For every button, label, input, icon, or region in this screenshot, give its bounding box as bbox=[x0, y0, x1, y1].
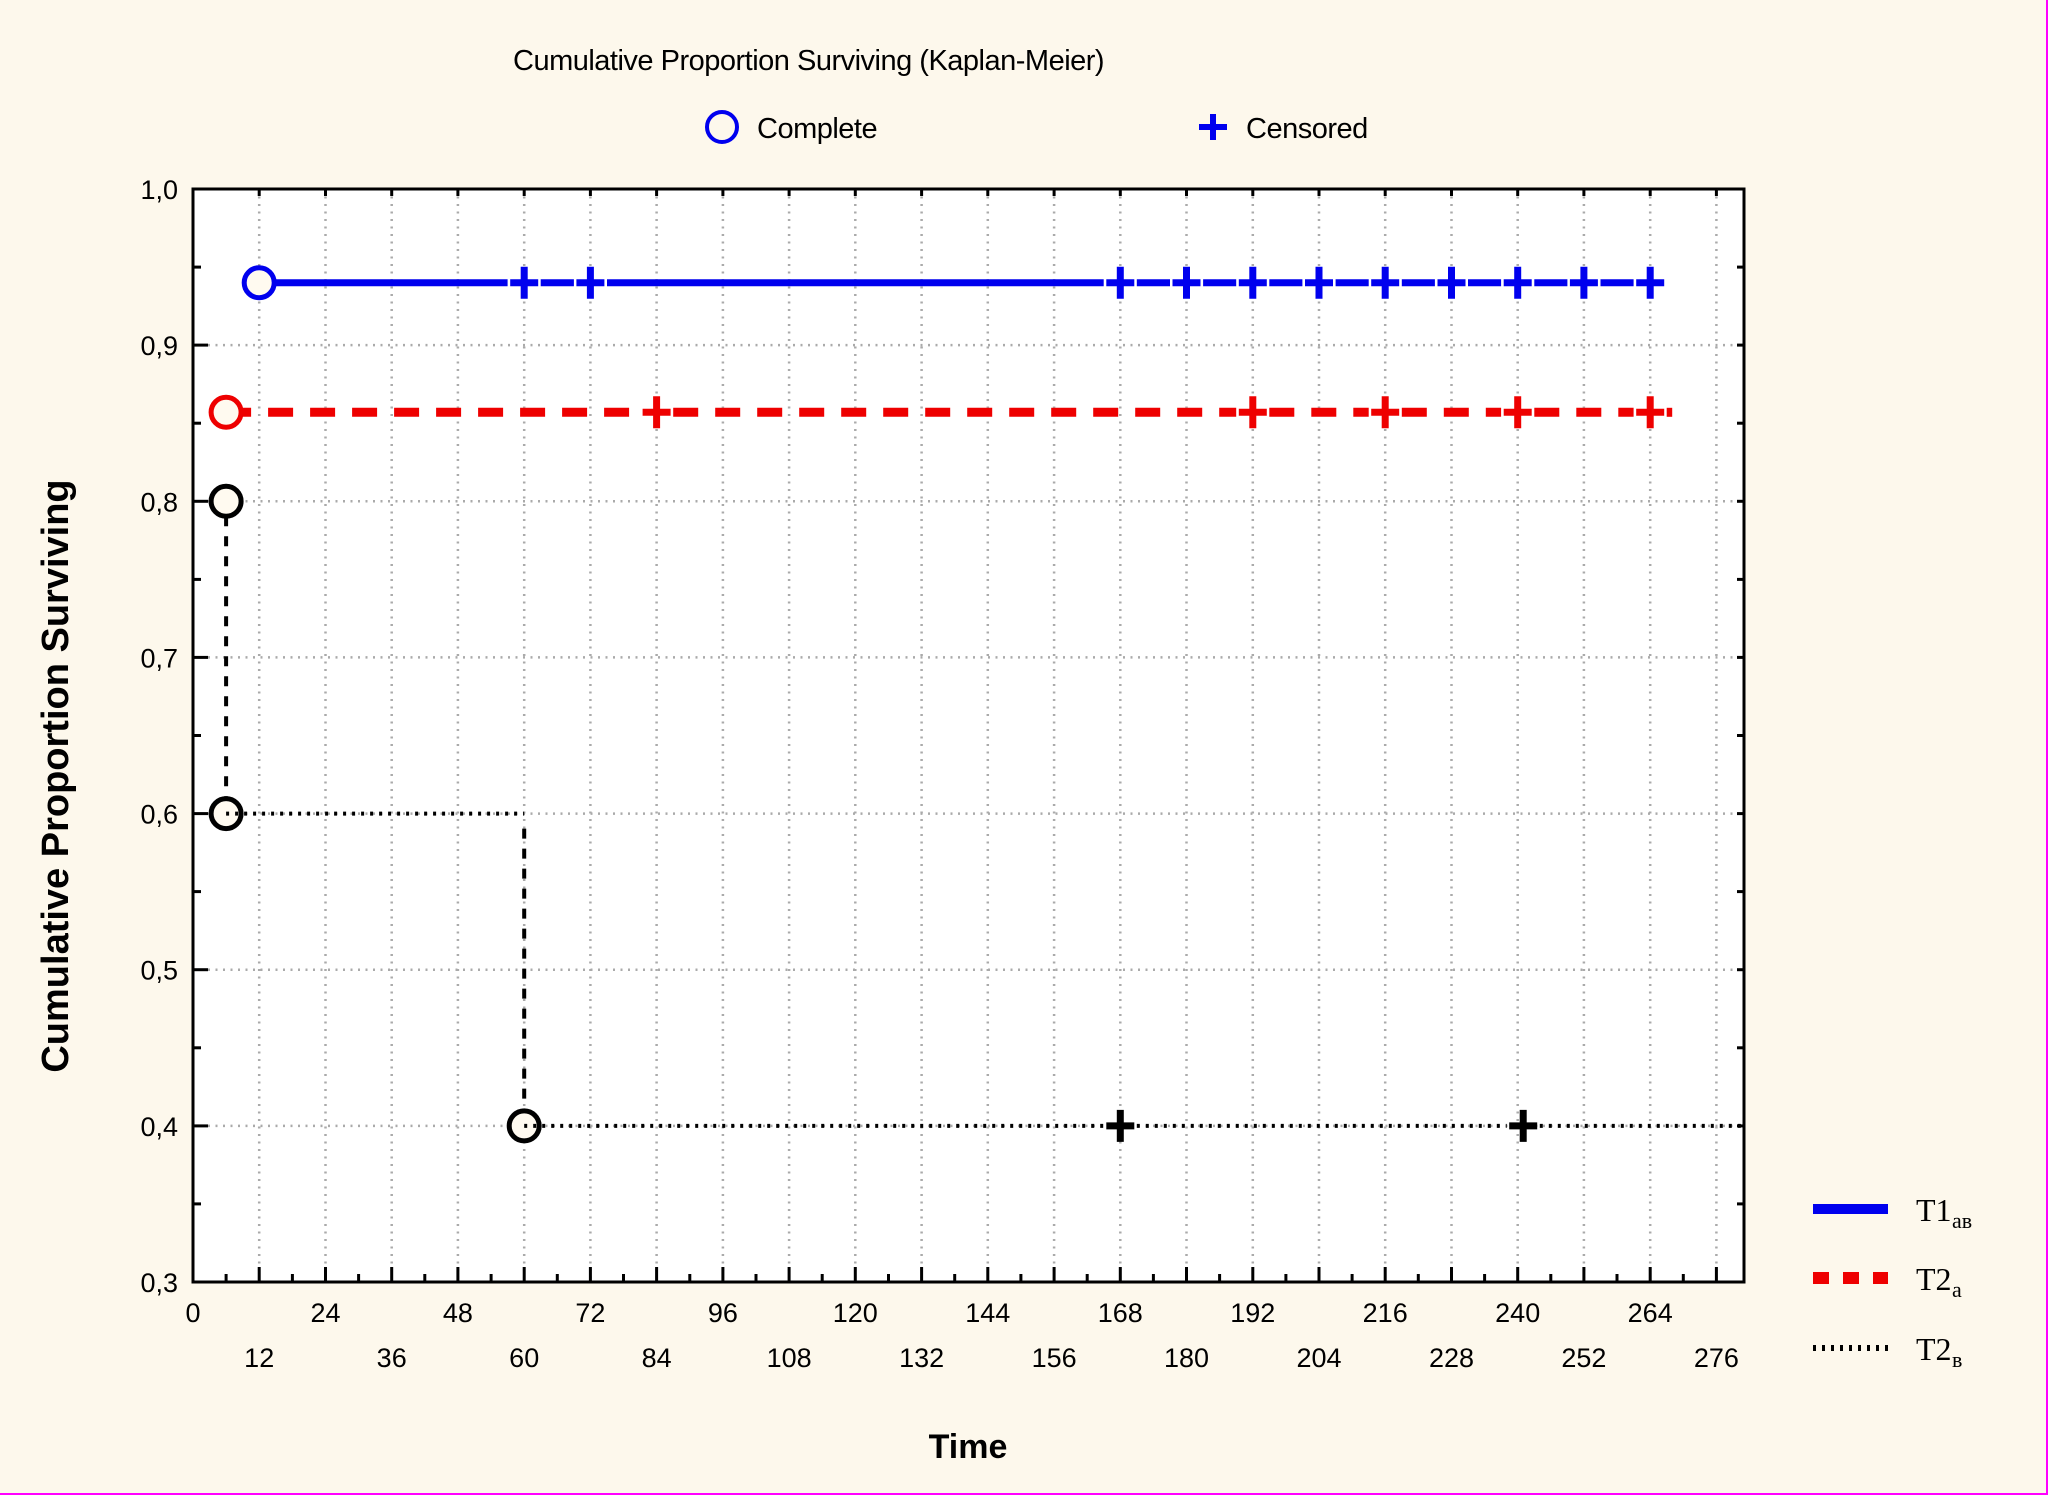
svg-text:180: 180 bbox=[1164, 1343, 1209, 1373]
svg-text:240: 240 bbox=[1495, 1298, 1540, 1328]
svg-text:228: 228 bbox=[1429, 1343, 1474, 1373]
svg-text:0: 0 bbox=[185, 1298, 200, 1328]
svg-text:96: 96 bbox=[708, 1298, 738, 1328]
svg-text:0,4: 0,4 bbox=[140, 1112, 178, 1142]
svg-text:0,8: 0,8 bbox=[140, 487, 178, 517]
svg-text:в: в bbox=[1952, 1347, 1962, 1372]
svg-text:1,0: 1,0 bbox=[140, 175, 178, 205]
svg-text:T1: T1 bbox=[1916, 1192, 1952, 1228]
svg-text:Complete: Complete bbox=[757, 113, 877, 145]
svg-text:24: 24 bbox=[310, 1298, 340, 1328]
svg-text:а: а bbox=[1952, 1277, 1962, 1302]
svg-text:Cumulative Proportion Survivin: Cumulative Proportion Surviving bbox=[35, 479, 77, 1072]
svg-text:12: 12 bbox=[244, 1343, 274, 1373]
svg-text:Time: Time bbox=[929, 1428, 1008, 1466]
svg-text:0,7: 0,7 bbox=[140, 643, 178, 673]
svg-text:0,6: 0,6 bbox=[140, 800, 178, 830]
svg-text:ав: ав bbox=[1952, 1208, 1972, 1233]
svg-text:276: 276 bbox=[1694, 1343, 1739, 1373]
svg-text:132: 132 bbox=[899, 1343, 944, 1373]
svg-text:144: 144 bbox=[965, 1298, 1010, 1328]
svg-text:T2: T2 bbox=[1916, 1261, 1952, 1297]
svg-text:252: 252 bbox=[1561, 1343, 1606, 1373]
svg-text:T2: T2 bbox=[1916, 1331, 1952, 1367]
svg-text:84: 84 bbox=[642, 1343, 672, 1373]
svg-text:168: 168 bbox=[1098, 1298, 1143, 1328]
svg-text:Censored: Censored bbox=[1246, 113, 1368, 145]
svg-text:216: 216 bbox=[1363, 1298, 1408, 1328]
svg-text:0,9: 0,9 bbox=[140, 331, 178, 361]
svg-text:156: 156 bbox=[1032, 1343, 1077, 1373]
svg-text:Cumulative Proportion Survivin: Cumulative Proportion Surviving (Kaplan-… bbox=[513, 45, 1104, 77]
svg-text:204: 204 bbox=[1296, 1343, 1341, 1373]
svg-text:0,5: 0,5 bbox=[140, 956, 178, 986]
svg-text:0,3: 0,3 bbox=[140, 1268, 178, 1298]
svg-text:72: 72 bbox=[575, 1298, 605, 1328]
svg-text:108: 108 bbox=[767, 1343, 812, 1373]
svg-text:48: 48 bbox=[443, 1298, 473, 1328]
svg-text:264: 264 bbox=[1628, 1298, 1673, 1328]
svg-text:60: 60 bbox=[509, 1343, 539, 1373]
svg-text:36: 36 bbox=[377, 1343, 407, 1373]
svg-text:120: 120 bbox=[833, 1298, 878, 1328]
svg-text:192: 192 bbox=[1230, 1298, 1275, 1328]
